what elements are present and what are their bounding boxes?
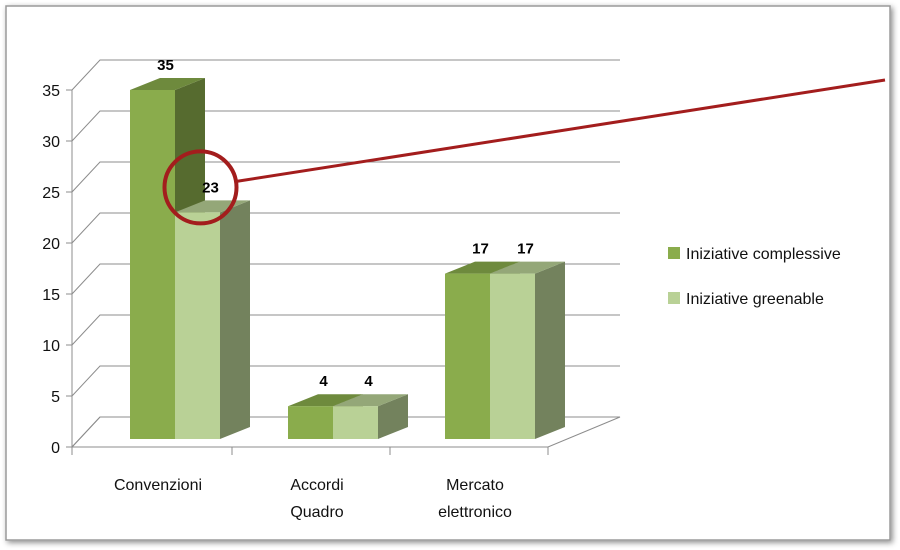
y-tick-label: 10 <box>42 338 60 355</box>
bar-top <box>445 261 520 274</box>
data-label: 17 <box>517 241 534 258</box>
legend-label: Iniziative complessive <box>686 246 841 263</box>
bar-side <box>535 261 565 439</box>
bar-top <box>333 394 408 407</box>
legend-swatch <box>668 292 680 304</box>
bar <box>490 273 535 439</box>
bar <box>175 212 220 439</box>
bar <box>288 406 333 439</box>
gridline <box>71 263 620 295</box>
gridline <box>71 212 620 244</box>
data-label: 17 <box>472 241 489 258</box>
data-label: 23 <box>202 179 219 196</box>
bar <box>333 406 378 439</box>
y-tick-label: 25 <box>42 185 60 202</box>
highlight-callout-line <box>236 78 886 183</box>
x-category-label: elettronico <box>438 504 512 521</box>
data-label: 35 <box>157 57 174 74</box>
bar-side <box>378 394 408 439</box>
x-category-label: Quadro <box>290 504 343 521</box>
legend-label: Iniziative greenable <box>686 291 824 308</box>
bar-top <box>490 261 565 274</box>
y-tick-label: 35 <box>42 83 60 100</box>
y-tick-label: 15 <box>42 287 60 304</box>
bar <box>130 90 175 439</box>
bar-top <box>130 78 205 90</box>
highlight-circle <box>162 149 239 226</box>
gridline <box>71 59 620 91</box>
x-category-label: Mercato <box>446 477 504 494</box>
data-label: 4 <box>364 373 373 390</box>
gridline <box>71 161 620 193</box>
y-tick-label: 30 <box>42 134 60 151</box>
y-tick-label: 20 <box>42 236 60 253</box>
data-label: 4 <box>319 373 328 390</box>
y-tick-label: 0 <box>51 440 60 457</box>
x-category-label: Accordi <box>290 477 343 494</box>
gridline <box>71 110 620 142</box>
bar <box>445 273 490 439</box>
y-tick-label: 5 <box>51 389 60 406</box>
bar-side <box>220 200 250 439</box>
bar-top <box>288 394 363 407</box>
legend-swatch <box>668 247 680 259</box>
x-category-label: Convenzioni <box>114 477 202 494</box>
